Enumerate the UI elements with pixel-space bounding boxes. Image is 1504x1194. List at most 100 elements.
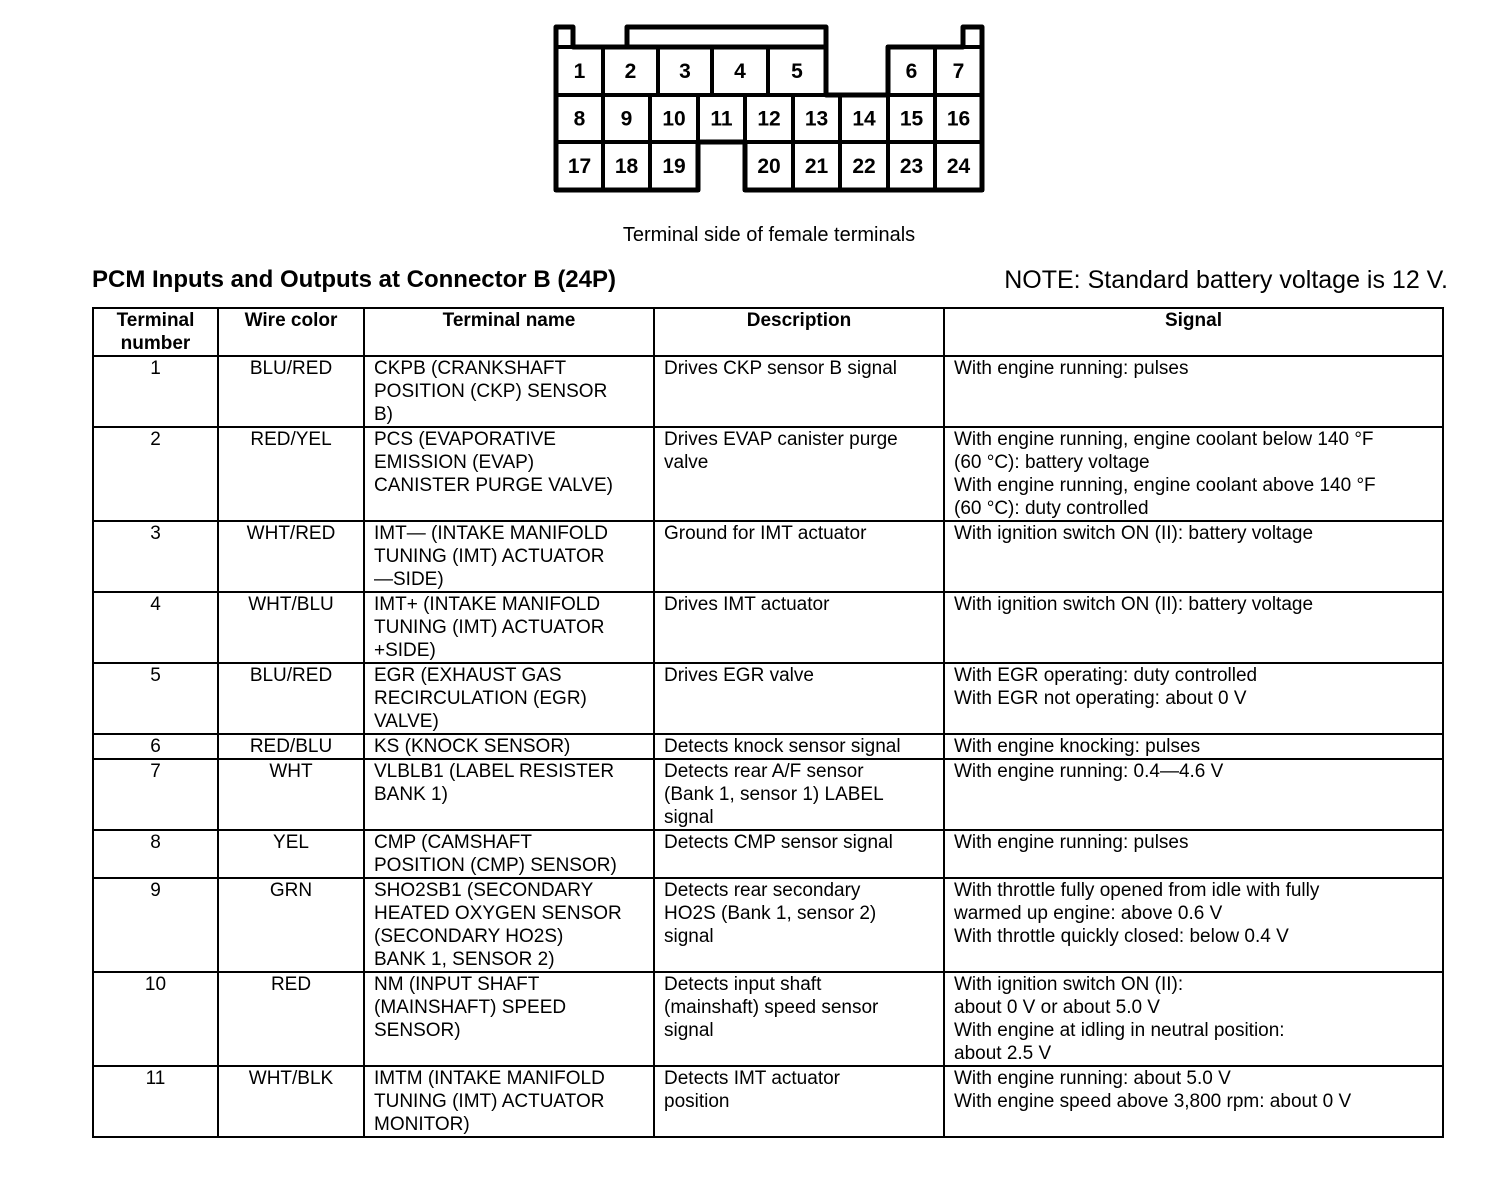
cell-number: 5 [791,60,803,83]
signal-cell: With engine running: 0.4—4.6 V [943,758,1444,831]
cell-number: 18 [615,155,639,178]
connector-caption: Terminal side of female terminals [622,224,916,246]
terminal-name-cell: NM (INPUT SHAFT (MAINSHAFT) SPEED SENSOR… [363,971,655,1067]
table-row: 4 WHT/BLU IMT+ (INTAKE MANIFOLD TUNING (IM… [92,591,1444,664]
wire-color-cell: BLU/RED [217,662,365,735]
description-cell: Drives EVAP canister purge valve [653,426,945,522]
cell-number: 11 [710,108,733,131]
description-cell: Detects input shaft (mainshaft) speed se… [653,971,945,1067]
cell-number: 13 [805,108,828,131]
terminal-number-cell: 5 [92,662,219,735]
table-row: 11 WHT/BLK IMTM (INTAKE MANIFOLD TUNING (I… [92,1065,1444,1138]
cell-number: 4 [734,60,746,83]
wire-color-cell: RED/BLU [217,733,365,760]
connector-cell: 19 [648,140,700,192]
signal-cell: With engine running: about 5.0 V With en… [943,1065,1444,1138]
terminal-table: Terminal number Wire color Terminal name… [92,307,1444,1138]
cell-number: 14 [852,108,876,131]
wire-color-cell: WHT/BLU [217,591,365,664]
terminal-number-cell: 10 [92,971,219,1067]
terminal-number-cell: 8 [92,829,219,879]
table-row: 6 RED/BLU KS (KNOCK SENSOR) Detects knock s… [92,733,1444,760]
table-row: 5 BLU/RED EGR (EXHAUST GAS RECIRCULATION (… [92,662,1444,735]
terminal-number-cell: 3 [92,520,219,593]
terminal-name-cell: SHO2SB1 (SECONDARY HEATED OXYGEN SENSOR … [363,877,655,973]
terminal-name-cell: IMT+ (INTAKE MANIFOLD TUNING (IMT) ACTUA… [363,591,655,664]
terminal-number-cell: 11 [92,1065,219,1138]
table-row: 1 BLU/RED CKPB (CRANKSHAFT POSITION (CKP) … [92,355,1444,428]
wire-color-cell: WHT/BLK [217,1065,365,1138]
description-cell: Detects rear A/F sensor (Bank 1, sensor … [653,758,945,831]
wire-color-cell: RED/YEL [217,426,365,522]
signal-cell: With engine running, engine coolant belo… [943,426,1444,522]
cell-number: 3 [679,60,691,83]
description-cell: Drives IMT actuator [653,591,945,664]
terminal-number-cell: 7 [92,758,219,831]
cell-number: 9 [621,108,633,131]
header-signal: Signal [943,307,1444,357]
terminal-name-cell: EGR (EXHAUST GAS RECIRCULATION (EGR) VAL… [363,662,655,735]
wire-color-cell: WHT/RED [217,520,365,593]
table-header: Terminal number Wire color Terminal name… [92,307,1444,357]
terminal-number-cell: 2 [92,426,219,522]
cell-number: 16 [947,108,970,131]
signal-cell: With ignition switch ON (II): battery vo… [943,520,1444,593]
table-row: 10 RED NM (INPUT SHAFT (MAINSHAFT) SPEED S… [92,971,1444,1067]
wire-color-cell: BLU/RED [217,355,365,428]
terminal-name-cell: IMT— (INTAKE MANIFOLD TUNING (IMT) ACTUA… [363,520,655,593]
wire-color-cell: RED [217,971,365,1067]
signal-cell: With engine knocking: pulses [943,733,1444,760]
cell-number: 2 [625,60,637,83]
terminal-number-cell: 4 [92,591,219,664]
table-row: 9 GRN SHO2SB1 (SECONDARY HEATED OXYGEN SEN… [92,877,1444,973]
table-row: 7 WHT VLBLB1 (LABEL RESISTER BANK 1) Detect… [92,758,1444,831]
description-cell: Detects IMT actuator position [653,1065,945,1138]
cell-number: 15 [900,108,924,131]
terminal-number-cell: 6 [92,733,219,760]
cell-number: 12 [757,108,780,131]
cell-number: 17 [568,155,591,178]
terminal-number-cell: 9 [92,877,219,973]
cell-number: 19 [662,155,685,178]
table-row: 3 WHT/RED IMT— (INTAKE MANIFOLD TUNING (IM… [92,520,1444,593]
wire-color-cell: GRN [217,877,365,973]
description-cell: Detects rear secondary HO2S (Bank 1, sen… [653,877,945,973]
signal-cell: With ignition switch ON (II): battery vo… [943,591,1444,664]
signal-cell: With EGR operating: duty controlled With… [943,662,1444,735]
signal-cell: With engine running: pulses [943,355,1444,428]
note: NOTE: Standard battery voltage is 12 V. [1004,266,1448,294]
cell-number: 7 [953,60,965,83]
wire-color-cell: YEL [217,829,365,879]
terminal-name-cell: CMP (CAMSHAFT POSITION (CMP) SENSOR) [363,829,655,879]
table-row: 2 RED/YEL PCS (EVAPORATIVE EMISSION (EVAP)… [92,426,1444,522]
terminal-name-cell: KS (KNOCK SENSOR) [363,733,655,760]
header-terminal-number: Terminal number [92,307,219,357]
description-cell: Detects CMP sensor signal [653,829,945,879]
cell-number: 22 [852,155,875,178]
header-terminal-name: Terminal name [363,307,655,357]
signal-cell: With throttle fully opened from idle wit… [943,877,1444,973]
connector-cell: 24 [933,140,984,192]
description-cell: Ground for IMT actuator [653,520,945,593]
description-cell: Detects knock sensor signal [653,733,945,760]
page-title: PCM Inputs and Outputs at Connector B (2… [92,266,617,293]
terminal-name-cell: PCS (EVAPORATIVE EMISSION (EVAP) CANISTE… [363,426,655,522]
terminal-name-cell: CKPB (CRANKSHAFT POSITION (CKP) SENSOR B… [363,355,655,428]
cell-number: 8 [574,108,586,131]
terminal-number-cell: 1 [92,355,219,428]
cell-number: 23 [900,155,923,178]
signal-cell: With engine running: pulses [943,829,1444,879]
terminal-name-cell: VLBLB1 (LABEL RESISTER BANK 1) [363,758,655,831]
cell-number: 24 [947,155,971,178]
wire-color-cell: WHT [217,758,365,831]
header-description: Description [653,307,945,357]
cell-number: 6 [906,60,918,83]
cell-number: 20 [757,155,780,178]
header-wire-color: Wire color [217,307,365,357]
table-row: 8 YEL CMP (CAMSHAFT POSITION (CMP) SENSOR)… [92,829,1444,879]
cell-number: 10 [662,108,685,131]
terminal-name-cell: IMTM (INTAKE MANIFOLD TUNING (IMT) ACTUA… [363,1065,655,1138]
cell-number: 21 [805,155,829,178]
description-cell: Drives EGR valve [653,662,945,735]
